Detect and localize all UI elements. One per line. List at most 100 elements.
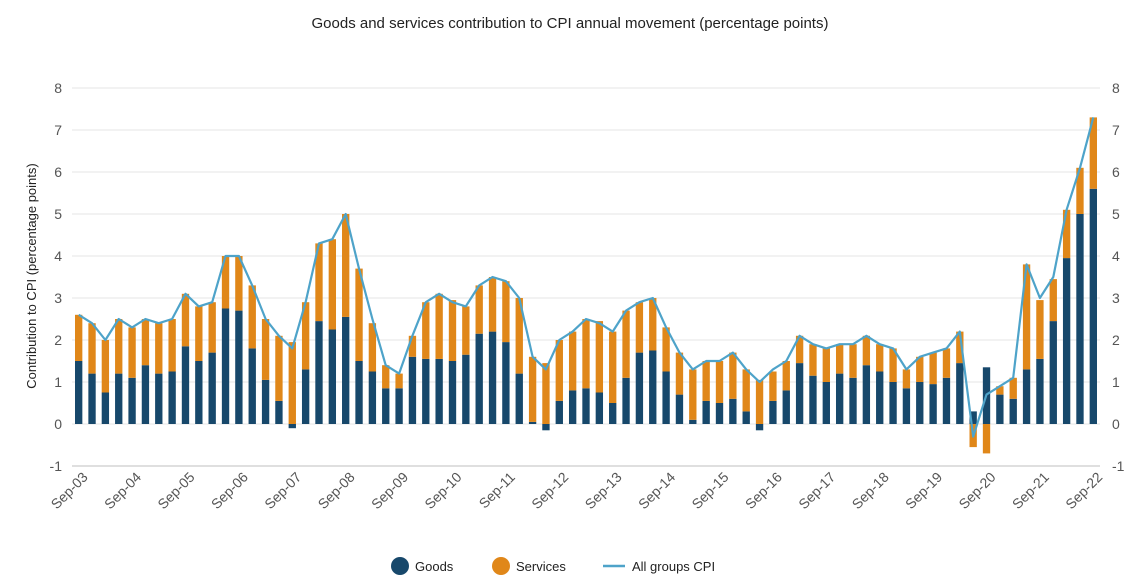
services-bar — [902, 369, 911, 389]
x-tick-label: Sep-14 — [635, 469, 678, 512]
legend-item-services[interactable]: Services — [492, 557, 566, 575]
goods-bar — [75, 361, 83, 424]
services-bar — [315, 243, 323, 322]
x-tick-label: Sep-04 — [101, 469, 144, 512]
goods-bar — [168, 371, 176, 424]
goods-bar — [889, 382, 897, 424]
services-bar — [408, 335, 417, 357]
y-tick-label-left: 6 — [54, 164, 62, 180]
services-bar — [568, 331, 577, 391]
services-bar — [542, 363, 550, 424]
goods-bar — [395, 388, 403, 424]
legend-goods-label: Goods — [415, 559, 454, 574]
goods-bar — [809, 375, 817, 424]
goods-bar — [448, 361, 457, 424]
services-bar — [235, 256, 243, 311]
x-tick-label: Sep-07 — [261, 469, 304, 512]
x-axis: Sep-03 Sep-04 Sep-05 Sep-06 Sep-07 Sep-08 Sep-… — [48, 465, 1106, 512]
goods-bar — [609, 403, 617, 424]
goods-bar — [181, 346, 190, 424]
goods-bar — [88, 373, 96, 424]
x-tick-label: Sep-05 — [154, 469, 197, 512]
services-bar — [622, 310, 630, 378]
goods-bar — [876, 371, 884, 424]
legend: Goods Services All groups CPI — [391, 557, 715, 575]
services-bar — [1076, 167, 1084, 214]
x-tick-label: Sep-19 — [902, 469, 945, 512]
services-bar — [1009, 377, 1017, 399]
y-tick-label-right: 6 — [1112, 164, 1120, 180]
services-bar — [996, 386, 1004, 395]
services-bar — [889, 348, 897, 382]
goods-bar — [956, 363, 964, 424]
services-bar — [822, 348, 830, 382]
y-axis-right: -1 0 1 2 3 4 5 6 7 8 — [1112, 80, 1125, 474]
services-bar — [689, 369, 697, 420]
legend-goods-swatch — [391, 557, 409, 575]
x-tick-label: Sep-15 — [688, 469, 731, 512]
y-tick-label-left: 4 — [54, 248, 62, 264]
goods-bar — [929, 384, 937, 424]
y-tick-label-right: 0 — [1112, 416, 1120, 432]
services-bar — [328, 239, 337, 330]
services-bar — [982, 424, 991, 454]
cpi-line-series — [78, 117, 1095, 438]
goods-bar — [368, 371, 377, 424]
chart-title: Goods and services contribution to CPI a… — [312, 15, 829, 32]
goods-bar — [689, 419, 697, 424]
services-bar — [1036, 300, 1044, 359]
services-bar — [208, 302, 216, 353]
services-bar — [288, 342, 296, 424]
services-bar — [435, 293, 443, 359]
goods-bar — [462, 354, 470, 424]
services-bar — [835, 344, 844, 374]
x-tick-label: Sep-16 — [742, 469, 785, 512]
services-bar — [382, 365, 390, 389]
services-bar — [141, 319, 150, 366]
x-tick-label: Sep-08 — [315, 469, 358, 512]
goods-bar — [155, 373, 163, 424]
goods-bar — [635, 352, 644, 424]
goods-bar — [595, 392, 604, 424]
services-bar — [248, 285, 256, 349]
services-bar — [1062, 209, 1071, 259]
goods-bar — [822, 382, 830, 424]
x-tick-label: Sep-09 — [368, 469, 411, 512]
x-tick-label: Sep-21 — [1009, 469, 1052, 512]
services-bar — [609, 331, 617, 403]
goods-bar — [769, 400, 777, 424]
goods-bar — [1009, 398, 1017, 424]
services-bar — [528, 356, 537, 422]
y-tick-label-right: 3 — [1112, 290, 1120, 306]
goods-bar — [715, 403, 724, 424]
goods-bar — [115, 373, 123, 424]
x-tick-label: Sep-06 — [208, 469, 251, 512]
x-tick-label: Sep-20 — [955, 469, 998, 512]
goods-bar — [315, 321, 323, 424]
legend-item-goods[interactable]: Goods — [391, 557, 454, 575]
services-bar — [702, 361, 710, 401]
goods-bar — [1062, 258, 1071, 424]
y-tick-label-right: 7 — [1112, 122, 1120, 138]
services-bar — [649, 298, 657, 351]
goods-bar — [382, 388, 390, 424]
goods-bar — [662, 371, 670, 424]
y-tick-label-right: -1 — [1112, 458, 1125, 474]
services-bar — [876, 344, 884, 372]
services-bar — [261, 319, 270, 380]
goods-bar — [755, 424, 764, 431]
goods-bar — [221, 308, 230, 424]
legend-item-all-groups-cpi[interactable]: All groups CPI — [603, 559, 715, 574]
goods-bar — [649, 350, 657, 424]
services-bar — [675, 352, 684, 395]
services-bar — [662, 327, 670, 372]
goods-bar — [328, 329, 337, 424]
y-axis-left: -1 0 1 2 3 4 5 6 7 8 — [50, 80, 63, 474]
services-bar — [395, 373, 403, 389]
gridlines — [72, 87, 1100, 467]
y-tick-label-left: 7 — [54, 122, 62, 138]
goods-bar — [342, 316, 350, 424]
goods-bar — [542, 424, 550, 431]
services-bar — [742, 369, 750, 412]
